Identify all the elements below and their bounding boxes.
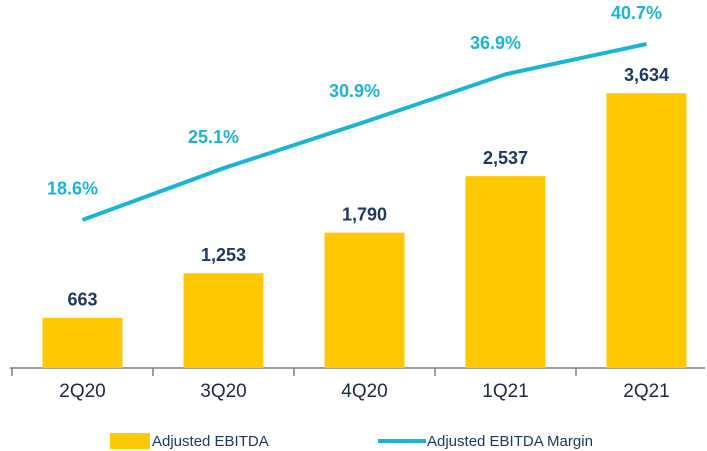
bar-value-label: 1,790 [342, 204, 387, 224]
margin-line [81, 42, 647, 222]
bar [465, 176, 546, 368]
x-tick-label: 3Q20 [200, 381, 246, 402]
line-value-label: 40.7% [611, 3, 662, 23]
bar [42, 317, 123, 368]
bar-value-label: 2,537 [483, 148, 528, 168]
line-value-label: 36.9% [470, 33, 521, 53]
line-value-label: 30.9% [329, 81, 380, 101]
legend-label: Adjusted EBITDA Margin [427, 433, 593, 450]
line-value-label: 18.6% [47, 179, 98, 199]
x-tick-label: 2Q21 [623, 381, 669, 402]
bar [324, 232, 405, 368]
x-tick-label: 2Q20 [59, 381, 105, 402]
legend-swatch [110, 433, 150, 449]
bar [183, 273, 264, 368]
bar-value-label: 1,253 [201, 245, 246, 265]
x-tick-label: 1Q21 [482, 381, 528, 402]
legend-label: Adjusted EBITDA [152, 433, 269, 450]
bar-value-label: 663 [67, 290, 97, 310]
bar [606, 93, 687, 369]
line-value-label: 25.1% [188, 127, 239, 147]
x-tick-label: 4Q20 [341, 381, 387, 402]
bar-value-label: 3,634 [624, 65, 669, 85]
